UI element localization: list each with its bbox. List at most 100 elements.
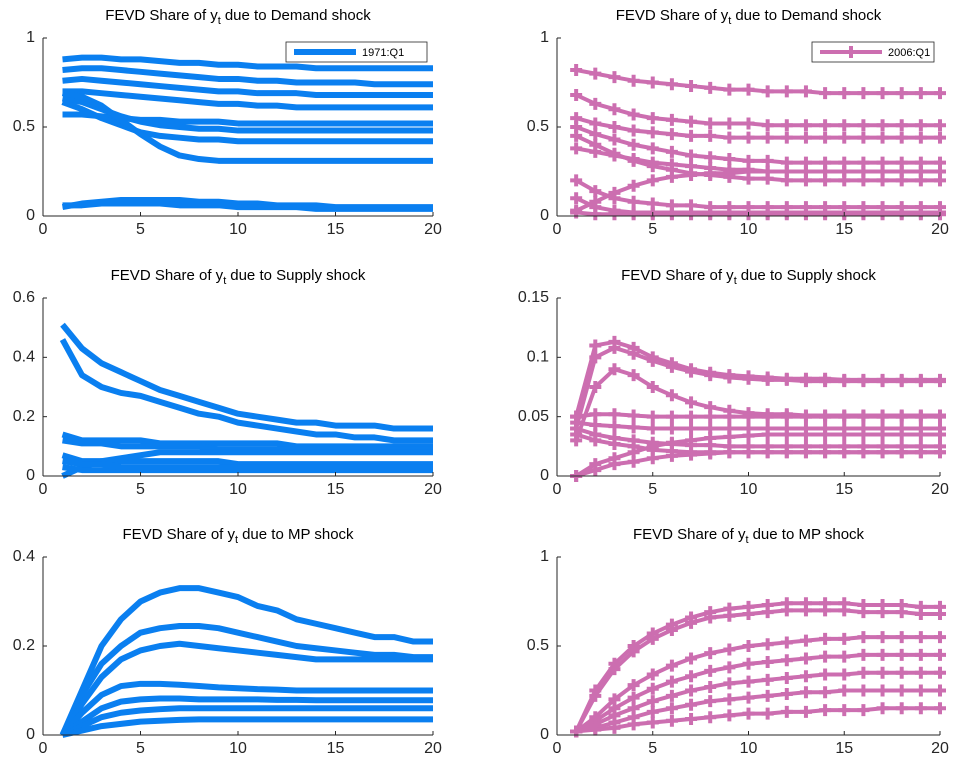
series-line: [59, 622, 433, 737]
marker: [723, 410, 736, 423]
marker: [685, 396, 698, 409]
marker: [646, 381, 659, 393]
x-tick-label: 5: [648, 481, 657, 498]
marker: [608, 408, 621, 421]
marker: [761, 154, 774, 167]
marker: [780, 119, 793, 132]
marker: [934, 428, 946, 441]
marker: [723, 693, 736, 706]
y-tick-label: 0: [26, 467, 35, 484]
title-subscript: t: [235, 534, 238, 546]
marker: [742, 675, 755, 688]
marker: [876, 631, 889, 644]
x-tick-label: 20: [424, 221, 442, 238]
marker: [876, 446, 889, 459]
marker: [685, 616, 698, 629]
marker: [838, 375, 851, 388]
marker: [895, 631, 908, 644]
marker: [646, 410, 659, 423]
marker: [819, 650, 832, 663]
marker: [761, 410, 774, 423]
marker: [685, 448, 698, 461]
marker: [742, 165, 755, 178]
marker: [780, 688, 793, 701]
marker: [934, 684, 946, 697]
marker: [627, 108, 640, 121]
marker: [646, 716, 659, 729]
marker: [685, 652, 698, 665]
marker: [857, 165, 870, 178]
marker: [934, 410, 946, 423]
legend-marker: [845, 46, 857, 58]
marker: [934, 375, 946, 388]
marker: [914, 684, 927, 697]
marker: [819, 704, 832, 717]
marker: [646, 156, 659, 169]
legend-box: [285, 41, 428, 63]
legend-label: 1971:Q1: [362, 47, 404, 59]
title-text: FEVD Share of y: [633, 526, 746, 543]
marker: [723, 446, 736, 459]
marker: [665, 714, 678, 727]
marker: [838, 604, 851, 617]
marker: [857, 704, 870, 717]
marker: [742, 131, 755, 144]
marker: [857, 119, 870, 132]
marker: [685, 115, 698, 128]
marker: [723, 83, 736, 96]
marker: [914, 410, 927, 423]
title-subscript: t: [746, 534, 749, 546]
marker: [742, 657, 755, 670]
marker: [723, 661, 736, 674]
marker: [704, 151, 717, 164]
x-tick-label: 15: [327, 221, 345, 238]
marker: [934, 165, 946, 178]
series-line: [59, 585, 433, 737]
y-tick-label: 0.15: [518, 289, 549, 306]
marker: [704, 81, 717, 94]
chart-title: FEVD Share of yt due to MP shock: [633, 526, 865, 546]
marker: [895, 606, 908, 619]
series-line: [62, 200, 433, 212]
marker: [876, 165, 889, 178]
marker: [780, 131, 793, 144]
marker: [608, 208, 621, 221]
series-line: [59, 640, 433, 737]
series-line: [61, 449, 433, 479]
marker: [685, 208, 698, 221]
marker: [761, 638, 774, 651]
marker: [646, 668, 659, 681]
marker: [780, 604, 793, 617]
title-text: FEVD Share of y: [616, 7, 729, 24]
series-line: [575, 93, 940, 128]
marker: [665, 128, 678, 141]
marker: [627, 718, 640, 731]
chart-title: FEVD Share of yt due to Demand shock: [105, 7, 371, 27]
marker: [704, 647, 717, 660]
marker: [570, 142, 583, 155]
marker: [704, 369, 717, 382]
chart-title: FEVD Share of yt due to Demand shock: [616, 7, 882, 27]
marker: [627, 347, 640, 360]
series-line: [62, 75, 433, 98]
x-tick-label: 0: [553, 740, 562, 757]
marker: [761, 428, 774, 441]
marker: [857, 131, 870, 144]
chart-title: FEVD Share of yt due to Supply shock: [621, 267, 876, 287]
marker: [723, 371, 736, 384]
marker: [570, 64, 583, 77]
marker: [934, 648, 946, 661]
marker: [589, 351, 602, 364]
marker: [646, 126, 659, 139]
marker: [838, 165, 851, 178]
marker: [665, 623, 678, 636]
marker: [780, 705, 793, 718]
marker: [934, 666, 946, 679]
x-tick-label: 0: [39, 740, 48, 757]
marker: [589, 145, 602, 158]
marker: [704, 117, 717, 130]
marker: [876, 648, 889, 661]
marker: [799, 428, 812, 441]
marker: [665, 360, 678, 373]
